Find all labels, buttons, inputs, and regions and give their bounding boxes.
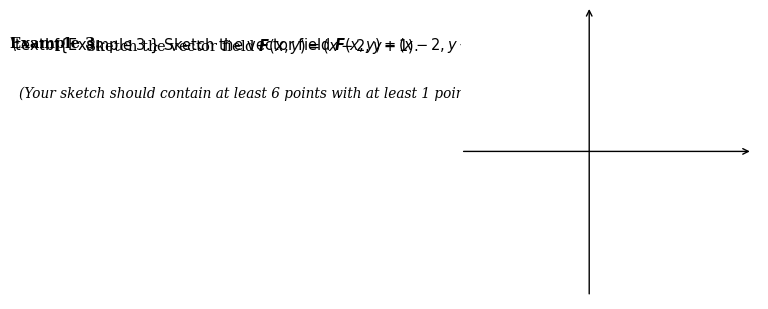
Text: Sketch the vector field $\boldsymbol{F}(x, y) = (x-2, y+1).$: Sketch the vector field $\boldsymbol{F}(… <box>81 37 419 56</box>
Text: \textbf{Example 3.} Sketch the vector field $\boldsymbol{F}(x, y) = (x-2, y+1).$: \textbf{Example 3.} Sketch the vector fi… <box>10 37 494 56</box>
Text: (Your sketch should contain at least 6 points with at least 1 point in each quad: (Your sketch should contain at least 6 p… <box>19 87 598 101</box>
Text: Example 3.: Example 3. <box>10 37 101 51</box>
